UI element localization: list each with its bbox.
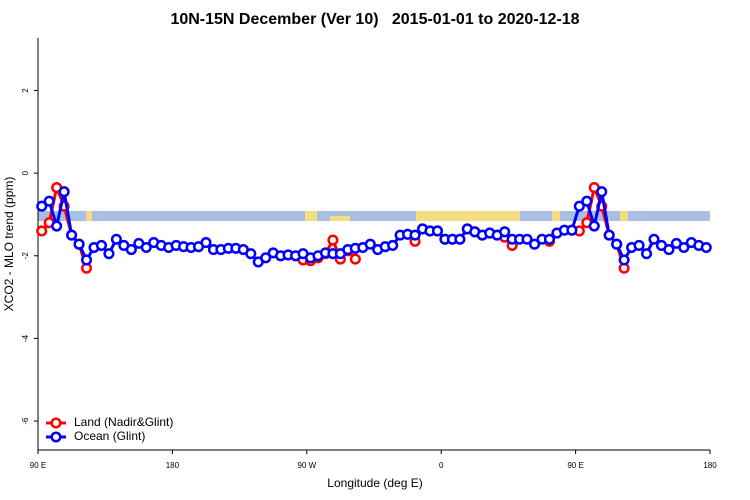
- data-point: [387, 239, 399, 251]
- data-point: [640, 248, 653, 260]
- legend-marker: [50, 417, 62, 429]
- data-point: [581, 195, 593, 207]
- y-axis-label: XCO2 - MLO trend (ppm): [2, 177, 16, 312]
- data-point: [200, 237, 212, 249]
- land-patch: [620, 211, 628, 221]
- data-point: [245, 248, 257, 260]
- data-point: [66, 229, 78, 241]
- y-tick-label: -4: [21, 334, 30, 342]
- x-tick-label: 180: [703, 461, 717, 470]
- data-point: [528, 238, 541, 250]
- data-point: [596, 186, 608, 198]
- land-patch: [416, 211, 520, 221]
- data-point: [409, 229, 421, 241]
- data-point: [663, 244, 675, 256]
- data-point: [618, 254, 630, 266]
- map-strip: [38, 211, 710, 221]
- x-tick-label: 90 E: [30, 461, 46, 470]
- data-point: [431, 225, 444, 237]
- legend: Land (Nadir&Glint)Ocean (Glint): [46, 415, 173, 443]
- data-point: [327, 234, 339, 246]
- data-point: [364, 238, 376, 250]
- data-point: [454, 233, 466, 245]
- data-point: [103, 248, 115, 260]
- data-point: [603, 229, 615, 241]
- land-patch: [305, 211, 317, 221]
- x-tick-label: 90 E: [567, 461, 583, 470]
- data-point: [260, 252, 272, 264]
- land-patch: [330, 216, 350, 221]
- y-tick-label: -6: [21, 417, 30, 425]
- data-point: [588, 220, 600, 232]
- data-point: [611, 238, 623, 250]
- data-point: [633, 239, 645, 251]
- data-point: [43, 195, 55, 207]
- x-tick-label: 180: [166, 461, 180, 470]
- legend-label: Ocean (Glint): [74, 429, 145, 443]
- data-point: [36, 225, 48, 237]
- data-point: [349, 253, 361, 265]
- y-tick-label: 0: [21, 170, 30, 175]
- data-point: [95, 239, 108, 251]
- data-point: [36, 200, 48, 212]
- data-point: [73, 238, 85, 250]
- data-point: [543, 233, 556, 245]
- data-point: [125, 244, 137, 256]
- data-point: [573, 200, 585, 212]
- y-tick-label: 2: [21, 88, 30, 93]
- data-point: [499, 226, 511, 238]
- land-patch: [552, 211, 560, 221]
- data-point: [51, 220, 63, 232]
- chart-title: 10N-15N December (Ver 10) 2015-01-01 to …: [170, 11, 579, 28]
- data-point: [566, 224, 578, 236]
- data-point: [678, 241, 690, 254]
- x-tick-label: 0: [439, 461, 444, 470]
- x-tick-label: 90 W: [297, 461, 316, 470]
- data-point: [700, 241, 712, 254]
- data-point: [521, 233, 533, 245]
- data-point: [80, 254, 93, 266]
- legend-label: Land (Nadir&Glint): [74, 415, 173, 429]
- legend-marker: [50, 431, 62, 443]
- data-point: [58, 186, 70, 198]
- x-axis-label: Longitude (deg E): [327, 476, 422, 490]
- land-patch: [86, 211, 92, 221]
- data-point: [110, 233, 122, 245]
- data-point: [140, 241, 152, 254]
- data-point: [648, 233, 660, 245]
- ocean-strip: [38, 211, 710, 221]
- y-tick-label: -2: [21, 252, 30, 260]
